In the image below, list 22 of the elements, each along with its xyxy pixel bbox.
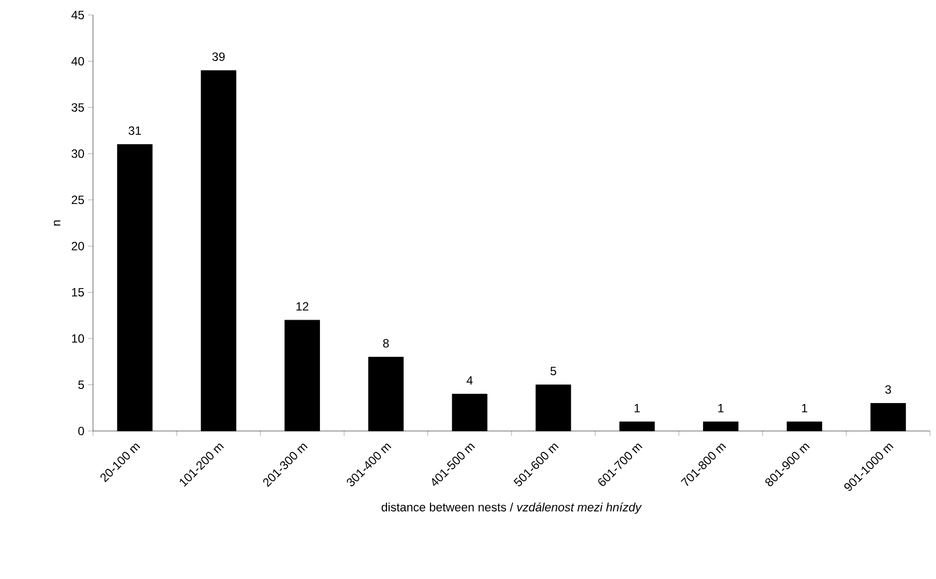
y-tick-label: 5: [78, 380, 84, 389]
data-label: 39: [212, 52, 225, 61]
y-tick-label: 25: [72, 196, 84, 204]
data-label: 12: [296, 302, 308, 311]
y-tick-label: 10: [72, 334, 84, 343]
data-label: 31: [128, 126, 141, 135]
y-tick-label: 15: [72, 288, 84, 297]
y-tick-label: 45: [71, 10, 84, 20]
data-label: 1: [802, 404, 808, 412]
data-label: 5: [550, 366, 556, 376]
y-tick-label: 40: [71, 56, 84, 66]
y-tick-label: 35: [72, 103, 84, 112]
x-axis-title: distance between nests / vzdálenost mezi hnízdy: [382, 502, 642, 514]
data-label: 4: [466, 376, 473, 384]
data-label: 1: [718, 404, 724, 412]
y-tick-label: 0: [78, 426, 84, 436]
data-label: 3: [885, 385, 891, 394]
y-tick-label: 30: [72, 149, 84, 158]
data-label: 8: [383, 339, 389, 348]
data-label: 1: [634, 404, 640, 412]
y-axis-title: n: [54, 220, 60, 226]
y-tick-label: 20: [72, 242, 84, 250]
